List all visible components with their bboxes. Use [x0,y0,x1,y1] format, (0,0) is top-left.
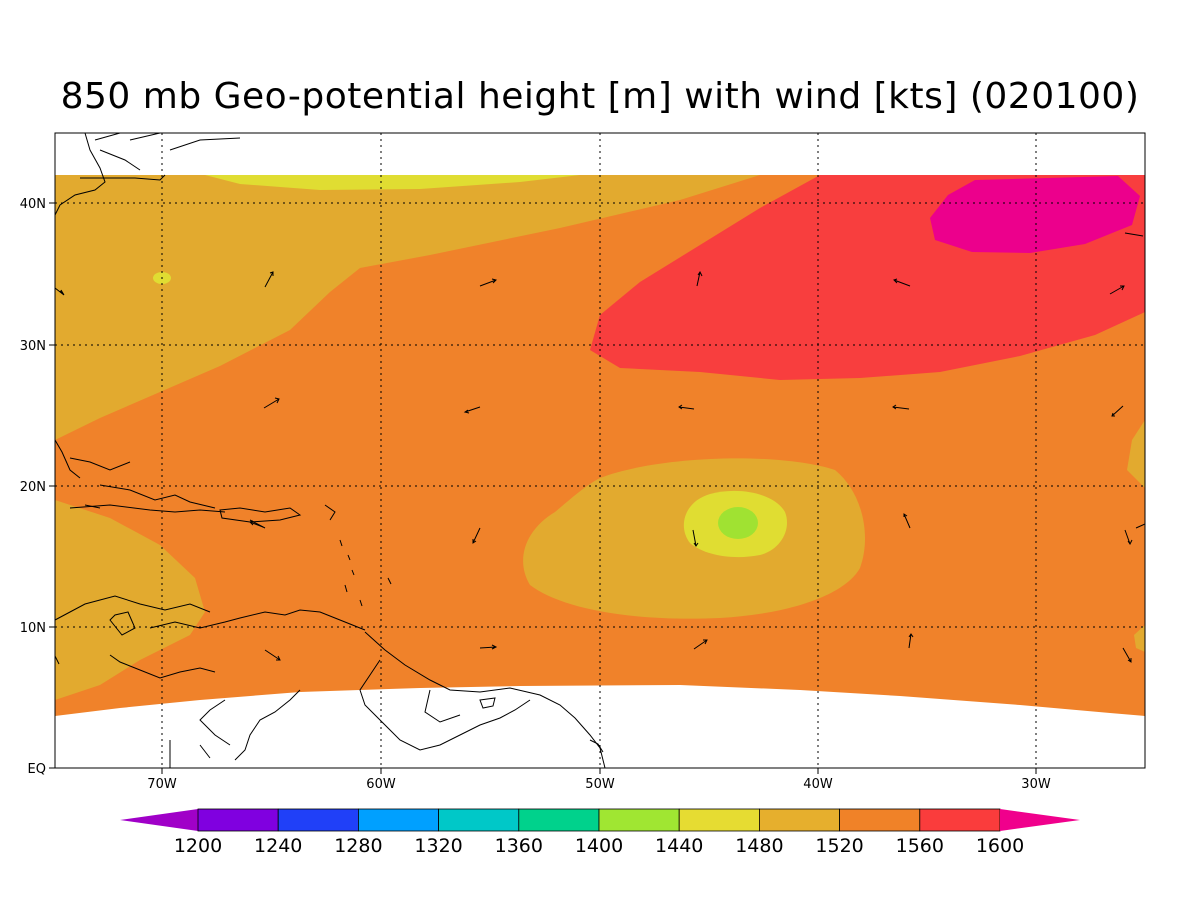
latitude-labels: 40N 30N 20N 10N EQ [20,197,46,777]
colorbar-level-label: 1600 [976,835,1024,857]
contour-1520-east [1127,420,1145,488]
colorbar-level-label: 1440 [655,835,703,857]
colorbar-level-label: 1280 [334,835,382,857]
colorbar-swatch [598,808,680,832]
contour-1520-north [55,175,760,440]
colorbar-swatch [678,808,760,832]
colorbar-swatch [518,808,600,832]
lat-label: EQ [28,762,46,777]
colorbar-swatch [438,808,520,832]
colorbar-level-label: 1560 [896,835,944,857]
colorbar-max-triangle [1000,809,1080,831]
colorbar-level-label: 1520 [815,835,863,857]
colorbar-swatch [759,808,841,832]
contour-1480-north [205,175,580,190]
graticule [55,133,1145,768]
lon-label: 40W [803,777,833,792]
lat-label: 30N [20,339,46,354]
contour-1520-west [55,500,205,700]
axis-ticks [49,202,1037,774]
coastlines [55,133,606,768]
colorbar-level-label: 1400 [575,835,623,857]
colorbar-level-label: 1360 [495,835,543,857]
lat-label: 40N [20,197,46,212]
colorbar-swatch [197,808,279,832]
colorbar-min-triangle [120,809,198,831]
lon-label: 50W [585,777,615,792]
contour-1600-plus [930,176,1140,253]
lat-label: 10N [20,621,46,636]
chart-title: 850 mb Geo-potential height [m] with win… [60,76,1140,117]
wind-vectors [55,232,1145,665]
lat-label: 20N [20,480,46,495]
contour-1440 [718,507,758,539]
colorbar-level-label: 1480 [735,835,783,857]
colorbar-level-label: 1320 [414,835,462,857]
lon-label: 70W [147,777,177,792]
contour-1520-east-2 [1134,625,1145,652]
colorbar-swatch [919,808,1001,832]
lon-label: 60W [366,777,396,792]
colorbar-level-label: 1200 [174,835,222,857]
colorbar-swatch [277,808,359,832]
colorbar-swatch [357,808,439,832]
longitude-labels: 70W 60W 50W 40W 30W [147,777,1051,792]
colorbar-level-label: 1240 [254,835,302,857]
lon-label: 30W [1021,777,1051,792]
map-area [55,133,1145,768]
colorbar-swatch [839,808,921,832]
colorbar: 1200 1240 1280 1320 1360 1400 1440 1480 1520 1560… [120,808,1080,857]
